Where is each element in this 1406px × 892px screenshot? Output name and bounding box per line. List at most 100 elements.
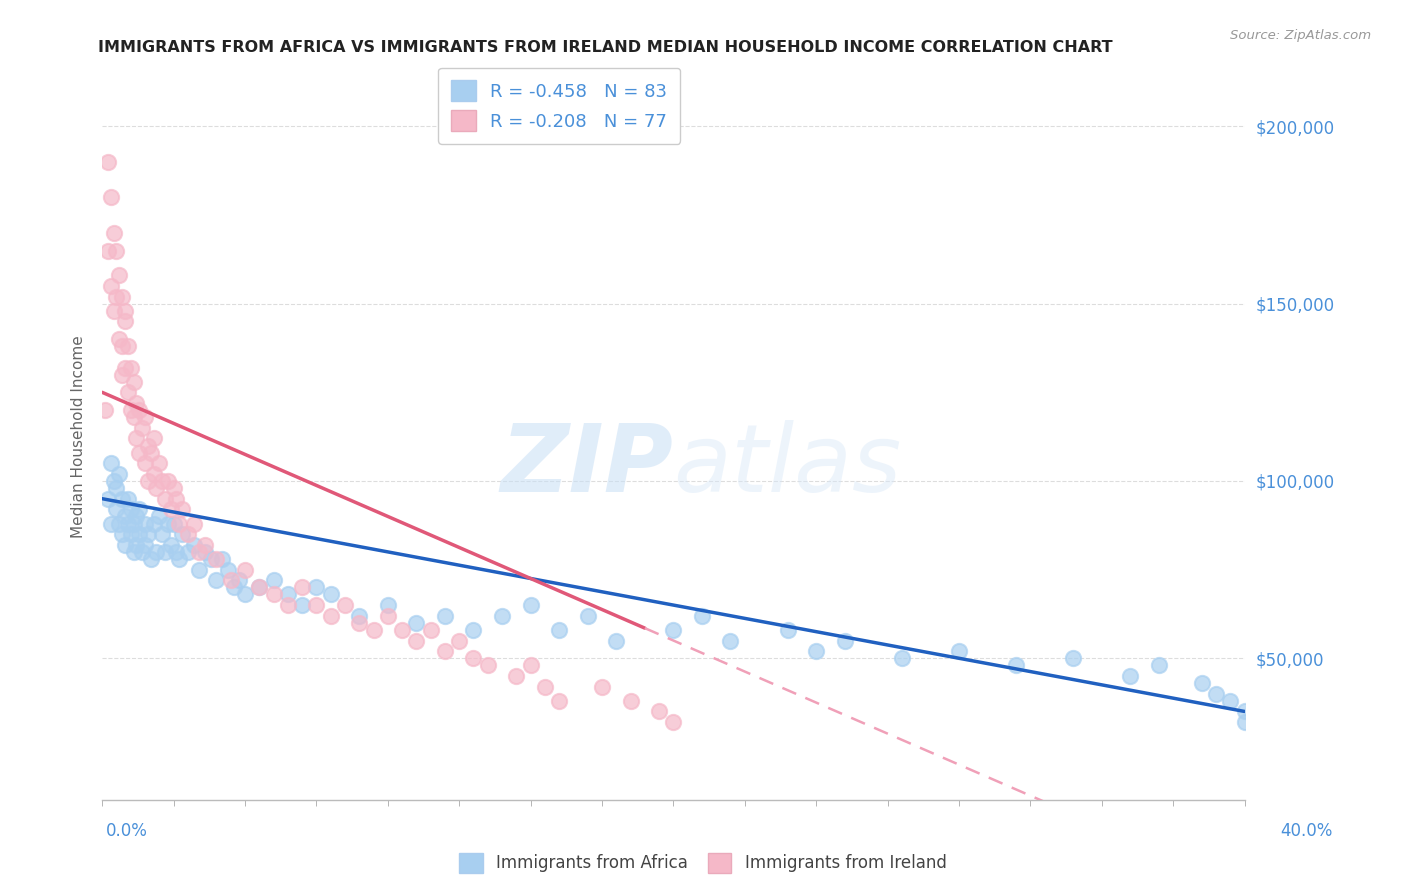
Point [134, 456, 156, 470]
Point [177, 527, 200, 541]
Point [97, 154, 120, 169]
Point [134, 538, 156, 552]
Point [128, 403, 150, 417]
Point [834, 633, 856, 648]
Point [139, 552, 162, 566]
Point [156, 474, 179, 488]
Point [136, 527, 159, 541]
Point [548, 623, 571, 637]
Point [117, 516, 139, 531]
Point [97, 491, 120, 506]
Point [305, 580, 328, 594]
Point [1219, 694, 1241, 708]
Point [519, 658, 541, 673]
Point [377, 598, 399, 612]
Point [142, 432, 165, 446]
Point [233, 563, 256, 577]
Point [347, 608, 370, 623]
Point [150, 474, 173, 488]
Point [108, 467, 131, 481]
Point [291, 580, 314, 594]
Point [263, 574, 285, 588]
Point [188, 563, 211, 577]
Point [100, 516, 122, 531]
Point [449, 633, 471, 648]
Point [122, 516, 145, 531]
Point [247, 580, 270, 594]
Point [217, 563, 239, 577]
Point [619, 694, 641, 708]
Point [491, 608, 513, 623]
Point [228, 574, 250, 588]
Point [1191, 676, 1213, 690]
Point [305, 598, 328, 612]
Point [145, 545, 167, 559]
Text: 0.0%: 0.0% [105, 822, 148, 840]
Point [162, 516, 184, 531]
Point [188, 545, 211, 559]
Point [134, 410, 156, 425]
Point [120, 502, 142, 516]
Point [162, 481, 184, 495]
Point [108, 332, 131, 346]
Point [377, 608, 399, 623]
Point [114, 509, 136, 524]
Point [433, 644, 456, 658]
Point [117, 339, 139, 353]
Point [177, 545, 200, 559]
Point [169, 516, 191, 531]
Point [159, 538, 181, 552]
Point [505, 669, 527, 683]
Text: 40.0%: 40.0% [1281, 822, 1333, 840]
Point [277, 598, 299, 612]
Point [125, 432, 148, 446]
Point [111, 339, 134, 353]
Point [194, 538, 217, 552]
Point [172, 527, 194, 541]
Point [111, 527, 134, 541]
Point [103, 226, 125, 240]
Point [720, 633, 742, 648]
Point [128, 527, 150, 541]
Point [156, 516, 179, 531]
Point [1062, 651, 1084, 665]
Point [128, 445, 150, 459]
Point [100, 190, 122, 204]
Point [142, 516, 165, 531]
Point [319, 608, 342, 623]
Point [134, 516, 156, 531]
Point [333, 598, 356, 612]
Text: atlas: atlas [673, 420, 901, 511]
Point [111, 368, 134, 382]
Point [114, 360, 136, 375]
Text: ZIP: ZIP [501, 420, 673, 512]
Point [122, 375, 145, 389]
Point [153, 545, 176, 559]
Point [103, 474, 125, 488]
Point [139, 445, 162, 459]
Point [222, 580, 245, 594]
Point [548, 694, 571, 708]
Point [405, 633, 427, 648]
Point [120, 360, 142, 375]
Point [233, 587, 256, 601]
Point [166, 491, 188, 506]
Point [128, 502, 150, 516]
Point [1205, 687, 1227, 701]
Point [804, 644, 827, 658]
Point [405, 615, 427, 630]
Point [277, 587, 299, 601]
Point [105, 290, 128, 304]
Point [194, 545, 217, 559]
Point [142, 467, 165, 481]
Point [120, 403, 142, 417]
Point [136, 438, 159, 452]
Point [122, 410, 145, 425]
Point [117, 491, 139, 506]
Point [205, 552, 228, 566]
Point [125, 509, 148, 524]
Text: Source: ZipAtlas.com: Source: ZipAtlas.com [1230, 29, 1371, 42]
Point [205, 574, 228, 588]
Point [463, 623, 485, 637]
Point [94, 403, 117, 417]
